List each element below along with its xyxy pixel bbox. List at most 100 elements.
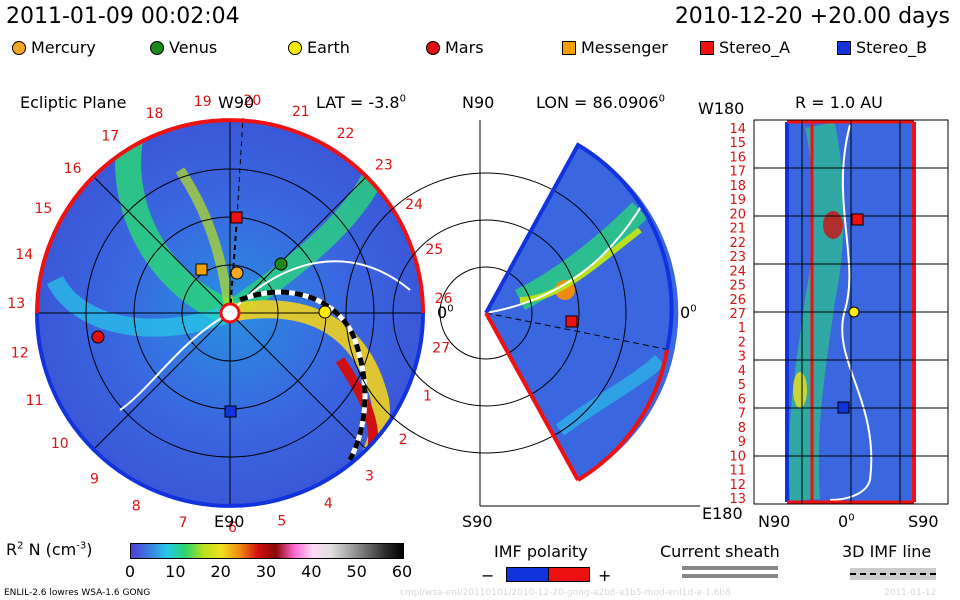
meridional-stereo-a-marker [565,315,578,328]
legend-stereo-b: Stereo_B [837,38,927,57]
radial-tick-label: 1 [738,321,746,336]
footer-date-label: 2011-01-12 [884,588,937,598]
legend-label: Messenger [581,38,668,57]
radial-tick-label: 20 [729,207,746,222]
legend-stereo-a: Stereo_A [700,38,790,57]
colorbar-tick-label: 0 [124,562,136,581]
legend-venus: Venus [150,38,217,57]
radial-tick-label: 2 [738,336,746,351]
mars-marker [91,330,105,344]
lat-label: LAT = -3.80 [316,93,406,112]
rim-negative [35,312,425,508]
r-label: R = 1.0 AU [795,93,883,112]
imf-positive-swatch [548,567,590,582]
meridional-right-label: 00 [680,303,697,322]
ecliptic-panel [35,117,425,508]
carrington-tick-labels: 2021222324252627123456789101112131415161… [7,93,452,536]
colorbar-tick-label: 20 [210,562,231,581]
radial-tick-label: 23 [729,250,746,265]
radial-tick-label: 14 [729,122,746,137]
colorbar-tick-label: 60 [391,562,413,581]
ecliptic-right-label: 00 [437,303,454,322]
s90-label: S90 [462,512,493,531]
imf-polarity-title: IMF polarity [494,542,588,561]
reference-label: 2010-12-20 +20.00 days [674,4,950,29]
carrington-tick-label: 5 [277,514,286,530]
carrington-tick-label: 16 [64,161,82,177]
carrington-tick-label: 6 [228,520,237,536]
radial-tick-label: 22 [729,236,746,251]
w90-label: W90 [218,93,255,112]
radial-stereo-a-marker [851,213,864,226]
legend-label: Stereo_A [719,38,791,57]
mars-marker-icon [426,40,440,55]
legend-earth: Earth [288,38,350,57]
carrington-tick-label: 7 [179,515,188,531]
carrington-tick-label: 25 [425,242,443,258]
radial-tick-label: 9 [738,435,746,450]
carrington-tick-label: 15 [34,201,52,217]
carrington-tick-label: 27 [432,341,450,357]
carrington-tick-label: 1 [423,389,432,405]
meridional-top-label: N90 [462,93,495,112]
radial-tick-label: 4 [738,364,746,379]
sun-icon [219,302,241,324]
radial-tick-label: 17 [729,165,746,180]
carrington-tick-label: 23 [375,157,393,173]
e180-label: E180 [702,504,743,523]
meridional-wedge [486,145,679,480]
radial-tick-label: 26 [729,293,746,308]
radial-tick-label: 7 [738,407,746,422]
e90-label: E90 [214,512,245,531]
carrington-tick-label: 3 [365,468,374,484]
imf-plus-label: + [598,566,612,585]
radial-tick-label: 10 [729,449,746,464]
radial-top-left-label: W180 [698,99,745,118]
legend-label: Stereo_B [856,38,928,57]
radial-tick-label: 19 [729,193,746,208]
radial-tick-label: 13 [729,492,746,507]
radial-tick-label: 21 [729,222,746,237]
radial-tick-label: 3 [738,350,746,365]
carrington-tick-label: 20 [243,93,261,109]
imf-3d-title: 3D IMF line [842,542,932,561]
venus-marker-icon [150,40,164,55]
legend-mercury: Mercury [12,38,96,57]
carrington-tick-label: 19 [194,94,212,110]
radial-tick-label: 24 [729,264,746,279]
carrington-tick-label: 8 [132,498,141,514]
carrington-tick-label: 2 [399,432,408,448]
carrington-tick-label: 17 [101,129,119,145]
mercury-marker-icon [12,40,26,55]
imf-negative-swatch [506,567,550,582]
run-id-label: cmpl/wsa-enl/20110101/2010-12-20-gong-a2… [400,588,731,598]
radial-tick-label: 15 [729,136,746,151]
legend-label: Mercury [31,38,96,57]
stereo-b-marker [224,405,237,418]
radial-x-left-label: N90 [758,512,791,531]
radial-tick-label: 6 [738,392,746,407]
legend-label: Earth [307,38,350,57]
carrington-tick-label: 4 [324,496,333,512]
stereo-a-marker [230,211,243,224]
sheath-swatch-top [682,566,778,570]
messenger-marker-icon [562,40,576,55]
lon-label: LON = 86.09060 [536,93,666,112]
radial-x-right-label: S90 [908,512,939,531]
radial-tick-label: 16 [729,151,746,166]
carrington-tick-label: 26 [435,291,453,307]
radial-tick-label: 8 [738,421,746,436]
datetime-label: 2011-01-09 00:02:04 [6,4,240,29]
mercury-marker [230,266,244,280]
sheath-swatch-bottom [682,574,778,578]
venus-marker [274,257,288,271]
radial-earth-marker [848,306,860,318]
legend-label: Mars [445,38,484,57]
messenger-marker [195,263,208,276]
carrington-tick-label: 10 [51,436,69,452]
meridional-panel [345,120,700,507]
model-label: ENLIL-2.6 lowres WSA-1.6 GONG [4,588,151,598]
colorbar-tick-label: 30 [255,562,277,581]
carrington-tick-label: 21 [292,104,310,120]
